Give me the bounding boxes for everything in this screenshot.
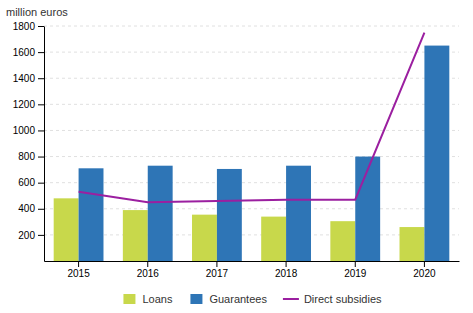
x-tick: 2015: [67, 261, 90, 279]
y-axis: 200 400 600 800 1000 1200 1400 1600 1800: [13, 21, 45, 262]
x-tick-mark: [355, 261, 356, 267]
y-tick-label: 1200: [13, 99, 36, 110]
bar: [400, 227, 425, 261]
y-tick-label: 800: [18, 151, 35, 162]
y-tick-label: 600: [18, 177, 35, 188]
bar: [217, 169, 242, 261]
bar: [286, 166, 311, 261]
x-tick-mark: [78, 261, 79, 267]
x-axis: 2015 2016 2017 2018 2019 2020: [45, 261, 460, 279]
y-tick: 400: [18, 203, 44, 214]
y-tick: 1000: [13, 125, 44, 136]
x-tick-mark: [147, 261, 148, 267]
y-tick: 1200: [13, 99, 44, 110]
legend-swatch: [283, 298, 299, 300]
chart: 2015 2016 2017 2018 2019 2020 200 400 600 800 1000…: [0, 0, 473, 313]
grid: [44, 26, 459, 235]
bar: [54, 198, 79, 261]
grid-line: [44, 156, 459, 157]
y-tick-mark: [38, 235, 44, 236]
plot: 2015 2016 2017 2018 2019 2020 200 400 600 800 1000…: [13, 21, 460, 279]
x-tick-label: 2016: [137, 268, 160, 279]
grid-line: [44, 130, 459, 131]
y-tick-mark: [38, 183, 44, 184]
x-tick: 2018: [275, 261, 298, 279]
bar: [79, 168, 104, 261]
y-tick-mark: [38, 157, 44, 158]
x-tick-label: 2018: [275, 268, 298, 279]
bar: [330, 221, 355, 261]
y-tick: 200: [18, 230, 44, 241]
x-tick: 2020: [413, 261, 436, 279]
y-tick-mark: [38, 130, 44, 131]
y-tick: 600: [18, 177, 44, 188]
grid-line: [44, 234, 459, 235]
bar: [355, 157, 380, 261]
legend-item: Direct subsidies: [283, 293, 382, 305]
legend-label: Direct subsidies: [304, 293, 382, 305]
legend-swatch: [123, 294, 135, 304]
grid-line: [44, 78, 459, 79]
legend-label: Loans: [142, 293, 172, 305]
x-tick-label: 2015: [67, 268, 90, 279]
x-axis-line: [45, 261, 460, 262]
y-tick: 1400: [13, 73, 44, 84]
x-tick-label: 2019: [344, 268, 367, 279]
legend-item: Loans: [123, 293, 172, 305]
x-tick: 2016: [137, 261, 160, 279]
y-tick-mark: [38, 209, 44, 210]
y-tick-label: 1600: [13, 47, 36, 58]
y-tick: 800: [18, 151, 44, 162]
bar: [424, 46, 449, 261]
y-tick-mark: [38, 78, 44, 79]
y-tick-mark: [38, 52, 44, 53]
legend-label: Guarantees: [209, 293, 267, 305]
bar: [123, 210, 148, 261]
x-tick: 2019: [344, 261, 367, 279]
legend: Loans Guarantees Direct subsidies: [123, 293, 382, 305]
y-axis-line: [44, 27, 45, 262]
grid-line: [44, 208, 459, 209]
y-tick-mark: [38, 26, 44, 27]
bar: [148, 166, 173, 261]
y-tick-label: 1400: [13, 73, 36, 84]
bar: [192, 215, 217, 261]
grid-line: [44, 52, 459, 53]
x-tick-label: 2020: [413, 268, 436, 279]
y-axis-label: million euros: [6, 6, 68, 18]
grid-line: [44, 26, 459, 27]
bar-series: [79, 46, 450, 261]
x-tick-label: 2017: [206, 268, 229, 279]
bar: [261, 217, 286, 261]
grid-line: [44, 104, 459, 105]
x-tick-mark: [286, 261, 287, 267]
legend-item: Guarantees: [190, 293, 267, 305]
y-tick-label: 200: [18, 230, 35, 241]
y-tick-mark: [38, 104, 44, 105]
y-tick: 1600: [13, 47, 44, 58]
x-tick: 2017: [206, 261, 229, 279]
y-tick: 1800: [13, 21, 44, 32]
x-tick-mark: [424, 261, 425, 267]
line: [79, 33, 425, 203]
legend-swatch: [190, 294, 202, 304]
marks: [54, 33, 450, 261]
y-tick-label: 1800: [13, 21, 36, 32]
y-tick-label: 400: [18, 203, 35, 214]
y-tick-label: 1000: [13, 125, 36, 136]
grid-line: [44, 182, 459, 183]
x-tick-mark: [216, 261, 217, 267]
